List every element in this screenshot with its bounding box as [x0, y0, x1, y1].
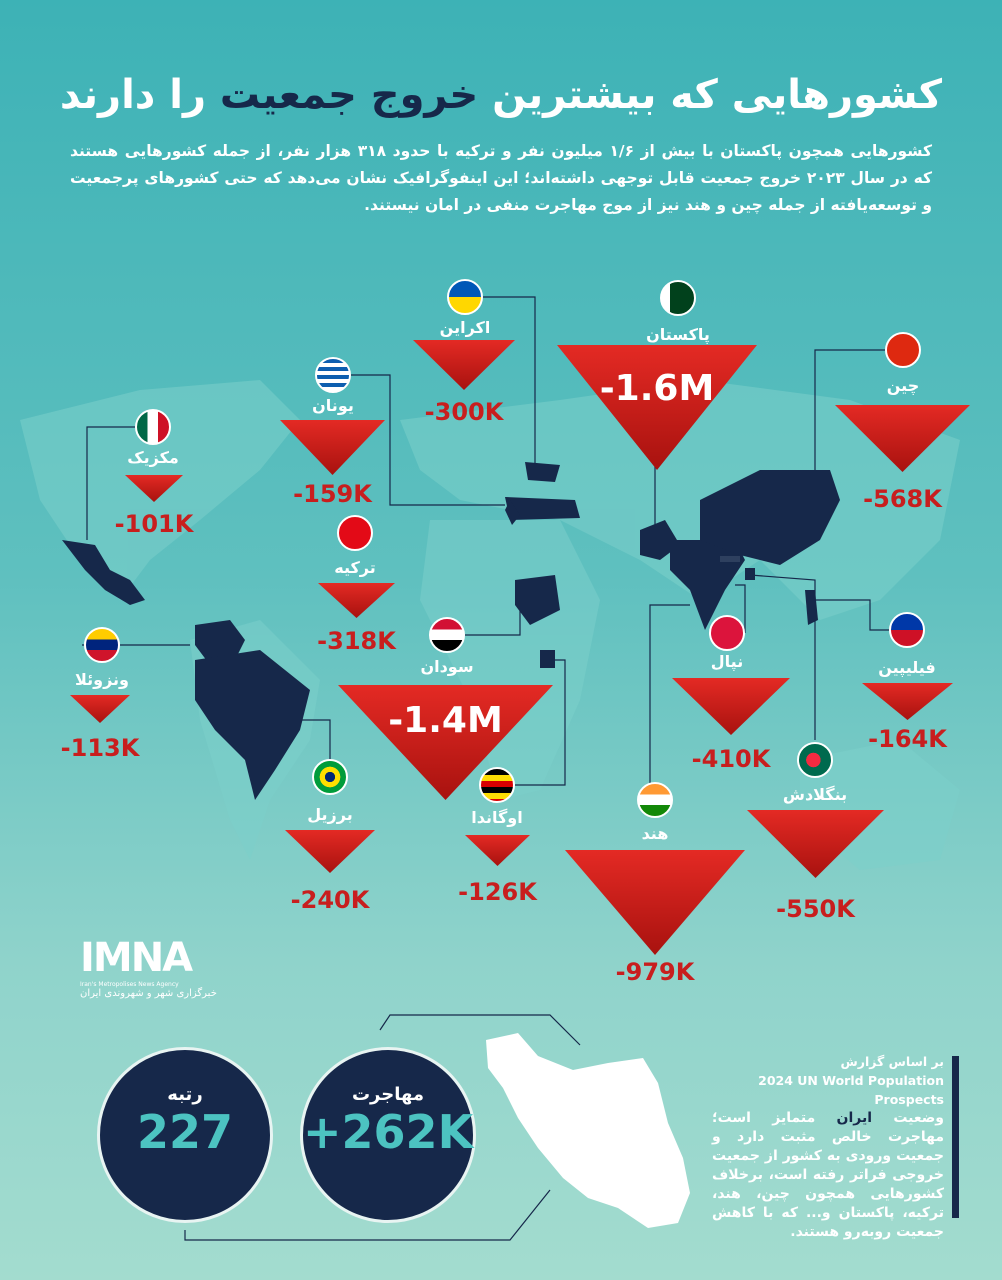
country-value: -1.4M [388, 700, 503, 741]
country-value: -550K [776, 895, 855, 923]
country-name: بنگلادش [782, 785, 848, 804]
country-name: فیلیپین [878, 658, 936, 677]
greece-flag-icon [315, 357, 351, 393]
greece-shape [505, 500, 520, 525]
country-name: چین [886, 376, 920, 395]
country-value: -318K [317, 627, 396, 655]
note-highlight: ایران [836, 1110, 873, 1126]
country-name: یونان [312, 396, 354, 415]
bangladesh-shape [745, 568, 755, 580]
rank-value: 227 [136, 1105, 234, 1159]
page-title: کشورهایی که بیشترین خروج جمعیت را دارند [0, 72, 1002, 118]
note-text-before: وضعیت [893, 1110, 945, 1126]
source-prefix: بر اساس گزارش [840, 1054, 944, 1069]
logo-tagline: Iran's Metropolises News Agency [80, 981, 179, 988]
country-value: -113K [60, 734, 140, 762]
intro-text: کشورهایی همچون پاکستان با بیش از ۱/۶ میل… [70, 142, 932, 214]
venezuela-flag-icon [84, 627, 120, 663]
iran-map-icon [486, 1033, 690, 1228]
country-name: نپال [710, 652, 744, 671]
sudan-shape [515, 575, 560, 625]
migration-circle: مهاجرت +262K [300, 1047, 476, 1223]
country-value: -159K [293, 480, 372, 508]
uganda-shape [540, 650, 555, 668]
ukraine-shape [525, 462, 560, 482]
iran-note: بر اساس گزارش 2024 UN World Population P… [712, 1052, 944, 1242]
title-part-2: را دارند [59, 72, 206, 118]
country-value: -126K [458, 878, 537, 906]
turkey-shape [505, 497, 580, 520]
ukraine-flag-icon [447, 279, 483, 315]
turkey-flag-icon [337, 515, 373, 551]
migration-value: +262K [303, 1105, 474, 1159]
philippines-flag-icon [889, 612, 925, 648]
mexico-flag-icon [135, 409, 171, 445]
china-shape [700, 470, 840, 565]
note-accent-bar [952, 1056, 959, 1218]
pakistan-flag-icon [660, 280, 696, 316]
india-shape [670, 540, 745, 630]
country-value: -1.6M [599, 368, 715, 409]
country-name: پاکستان [646, 325, 710, 344]
country-value: -568K [863, 485, 942, 513]
source-name: 2024 UN World Population Prospects [758, 1073, 944, 1107]
highlighted-countries [62, 462, 840, 800]
country-name: ترکیه [334, 558, 376, 577]
rank-label: رتبه [167, 1084, 203, 1105]
bangladesh-flag-icon [797, 742, 833, 778]
india-flag-icon [637, 782, 673, 818]
nepal-shape [720, 556, 740, 562]
country-value: -240K [290, 886, 370, 914]
logo-text: IMNA [80, 935, 193, 981]
country-name: هند [641, 824, 669, 843]
brazil-flag-icon [312, 759, 348, 795]
imna-logo: IMNA Iran's Metropolises News Agency خبر… [80, 935, 217, 999]
country-value: -979K [615, 958, 695, 986]
country-name: ونزوئلا [74, 670, 130, 689]
logo-persian: خبرگزاری شهر و شهروندی ایران [80, 988, 217, 999]
country-name: برزیل [307, 805, 353, 824]
country-name: مکزیک [127, 448, 179, 467]
venezuela-shape [195, 620, 245, 665]
china-flag-icon [885, 332, 921, 368]
country-value: -410K [691, 745, 771, 773]
migration-label: مهاجرت [351, 1084, 425, 1105]
title-part-1: کشورهایی که بیشترین [492, 72, 943, 118]
country-name: سودان [420, 657, 474, 676]
uganda-flag-icon [479, 767, 515, 803]
title-highlight: خروج جمعیت [219, 72, 479, 118]
brazil-shape [195, 650, 310, 800]
country-name: اکراین [439, 318, 491, 337]
rank-circle: رتبه 227 [97, 1047, 273, 1223]
country-value: -101K [114, 510, 194, 538]
mexico-shape [62, 540, 145, 605]
sudan-flag-icon [429, 617, 465, 653]
nepal-flag-icon [709, 615, 745, 651]
country-name: اوگاندا [471, 808, 523, 827]
country-value: -164K [868, 725, 947, 753]
note-text-after: متمایز است؛ مهاجرت خالص مثبت دارد و جمعی… [712, 1110, 944, 1240]
country-value: -300K [424, 398, 504, 426]
